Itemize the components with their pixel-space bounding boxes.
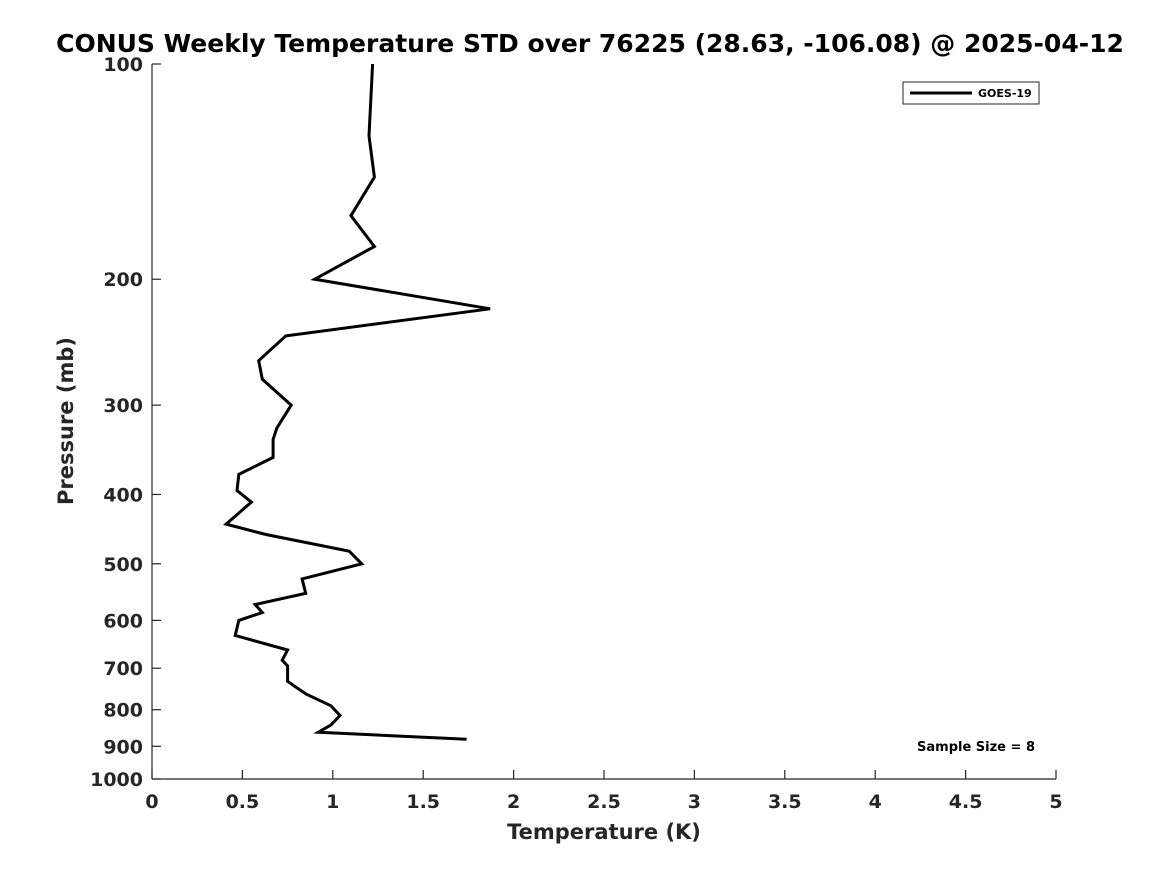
x-tick-label: 1.5 — [406, 791, 440, 813]
y-tick-label: 100 — [103, 54, 143, 76]
x-tick-label: 0.5 — [226, 791, 260, 813]
y-tick-label: 200 — [103, 269, 143, 291]
x-tick-label: 1 — [326, 791, 339, 813]
chart-title: CONUS Weekly Temperature STD over 76225 … — [56, 29, 1124, 58]
x-tick-label: 3.5 — [768, 791, 802, 813]
y-tick-label: 800 — [103, 700, 143, 722]
x-tick-label: 0 — [145, 791, 158, 813]
x-ticks: 0 0.5 1 1.5 2 2.5 3 3.5 4 4.5 5 — [145, 770, 1063, 813]
x-tick-label: 4.5 — [949, 791, 983, 813]
y-tick-label: 300 — [103, 395, 143, 417]
series-layer — [222, 63, 491, 741]
x-tick-label: 5 — [1049, 791, 1062, 813]
legend-label-goes-19: GOES-19 — [978, 87, 1032, 100]
x-tick-label: 2.5 — [587, 791, 621, 813]
x-tick-label: 4 — [869, 791, 882, 813]
y-tick-label: 700 — [103, 658, 143, 680]
y-ticks: 100 200 300 400 500 600 700 800 900 1000 — [90, 54, 161, 791]
y-axis-label: Pressure (mb) — [54, 337, 78, 505]
x-axis-label: Temperature (K) — [507, 820, 701, 844]
y-tick-label: 400 — [103, 484, 143, 506]
sample-size-annotation: Sample Size = 8 — [917, 740, 1035, 755]
y-tick-label: 600 — [103, 610, 143, 632]
legend: GOES-19 — [902, 81, 1040, 105]
x-tick-label: 3 — [688, 791, 701, 813]
y-tick-label: 900 — [103, 736, 143, 758]
x-tick-label: 2 — [507, 791, 520, 813]
y-tick-label: 500 — [103, 554, 143, 576]
series-line-goes-19 — [222, 63, 491, 741]
y-tick-label: 1000 — [90, 769, 143, 791]
